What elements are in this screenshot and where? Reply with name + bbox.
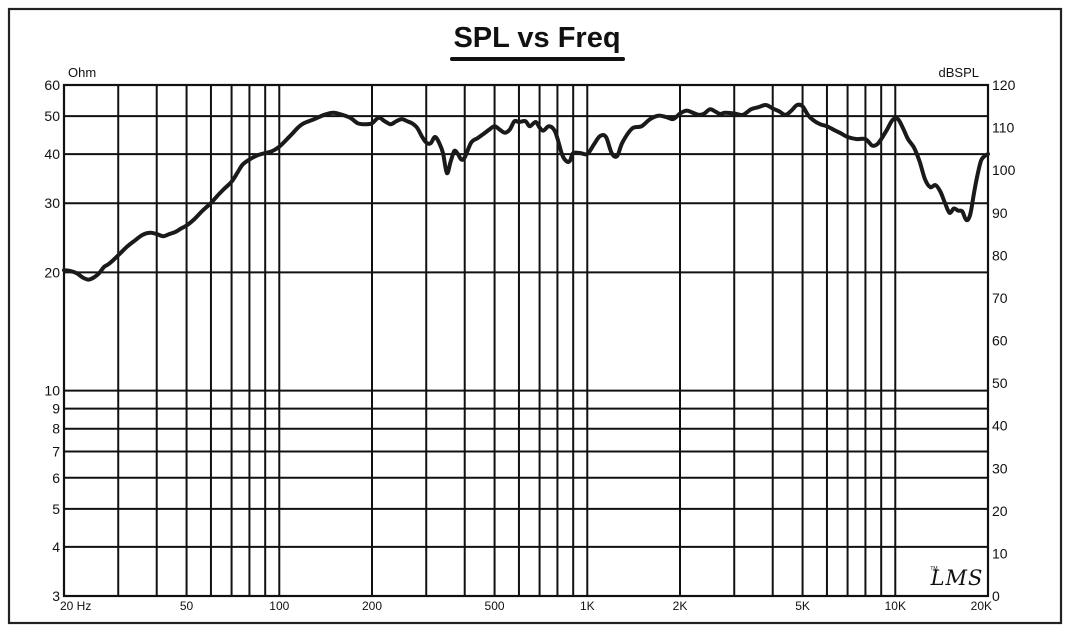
x-tick-label: 10K: [885, 599, 906, 613]
y-left-tick-label: 60: [44, 77, 60, 93]
x-tick-label: 100: [269, 599, 289, 613]
y-left-tick-label: 40: [44, 146, 60, 162]
y-right-tick-label: 80: [992, 247, 1008, 263]
y-left-tick-label: 4: [52, 539, 60, 555]
outer-frame: [7, 7, 1063, 625]
x-tick-label: 500: [485, 599, 505, 613]
y-left-tick-label: 3: [52, 588, 60, 604]
y-left-tick-label: 6: [52, 470, 60, 486]
x-tick-label: 200: [362, 599, 382, 613]
y-right-tick-label: 70: [992, 290, 1008, 306]
x-tick-label: 1K: [580, 599, 595, 613]
plot-frame: [62, 83, 990, 598]
x-tick-labels: 20 Hz 50 100 200 500 1K 2K 5K 10K 20K: [60, 599, 992, 613]
y-right-tick-label: 120: [992, 77, 1016, 93]
y-right-tick-label: 20: [992, 503, 1008, 519]
y-left-tick-label: 7: [52, 443, 60, 459]
y-right-tick-label: 10: [992, 545, 1008, 561]
x-tick-label: 2K: [673, 599, 688, 613]
y-right-tick-label: 30: [992, 460, 1008, 476]
y-left-tick-label: 5: [52, 501, 60, 517]
x-tick-label: 20 Hz: [60, 599, 91, 613]
y-left-tick-labels: 60 50 40 30 20 10 9 8 7 6 5 4 3: [44, 77, 60, 604]
y-left-tick-label: 20: [44, 264, 60, 280]
y-right-tick-label: 90: [992, 205, 1008, 221]
y-left-tick-label: 10: [44, 383, 60, 399]
watermark-tm: TM: [930, 566, 937, 572]
y-left-axis-label: Ohm: [68, 65, 96, 80]
lms-watermark: LMS: [930, 566, 984, 590]
x-tick-label: 20K: [971, 599, 992, 613]
y-right-tick-label: 110: [992, 120, 1015, 136]
y-left-tick-label: 50: [44, 108, 60, 124]
y-right-tick-label: 50: [992, 375, 1008, 391]
y-right-tick-label: 100: [992, 162, 1016, 178]
y-left-tick-label: 8: [52, 421, 60, 437]
y-right-tick-label: 60: [992, 333, 1008, 349]
grid-major: [64, 85, 988, 596]
y-left-tick-label: 30: [44, 195, 60, 211]
x-tick-label: 5K: [795, 599, 810, 613]
spl-curve: [62, 102, 990, 282]
y-left-tick-label: 9: [52, 401, 60, 417]
y-right-tick-label: 0: [992, 588, 1000, 604]
chart-title: SPL vs Freq: [453, 22, 620, 54]
y-right-tick-label: 40: [992, 418, 1008, 434]
x-tick-label: 50: [180, 599, 194, 613]
y-right-axis-label: dBSPL: [939, 65, 979, 80]
